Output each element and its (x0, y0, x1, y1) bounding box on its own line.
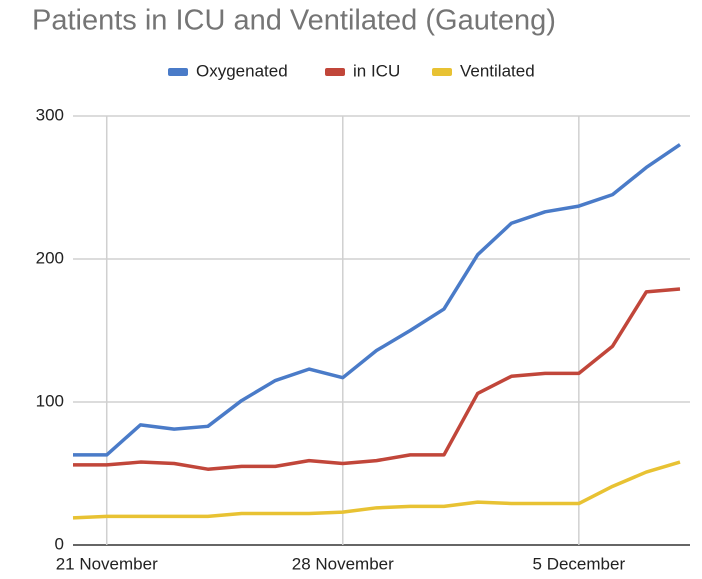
legend-swatch (432, 68, 452, 76)
series-line (72, 460, 681, 520)
series-line (73, 287, 681, 471)
legend-label: in ICU (353, 61, 400, 80)
legend-label: Ventilated (460, 61, 535, 80)
y-tick-label: 100 (36, 391, 64, 410)
x-tick-label: 28 November (292, 554, 394, 573)
x-tick-label: 21 November (56, 554, 158, 573)
series-line (73, 143, 681, 457)
y-tick-label: 300 (36, 105, 64, 124)
chart-title: Patients in ICU and Ventilated (Gauteng) (32, 5, 556, 37)
legend-swatch (168, 68, 188, 76)
x-tick-label: 5 December (533, 554, 626, 573)
y-tick-label: 200 (36, 248, 64, 267)
legend-swatch (325, 68, 345, 76)
legend-label: Oxygenated (196, 61, 288, 80)
y-tick-label: 0 (55, 534, 64, 553)
